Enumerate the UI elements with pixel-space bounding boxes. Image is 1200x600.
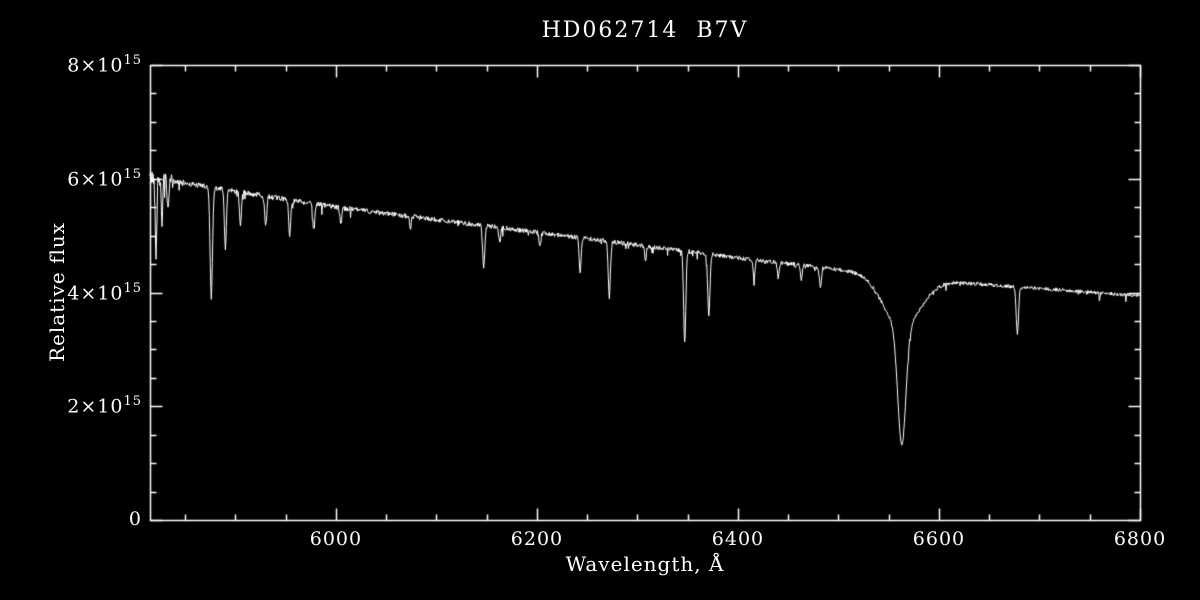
y-axis-tick-label: 8×1015 xyxy=(67,53,142,77)
x-axis-tick-label: 6400 xyxy=(711,528,765,550)
x-axis-tick-label: 6000 xyxy=(309,528,363,550)
y-axis-tick-label: 4×1015 xyxy=(67,280,142,304)
x-axis-label: Wavelength, Å xyxy=(565,552,725,576)
y-axis-tick-label: 0 xyxy=(128,508,142,530)
chart-title: HD062714 B7V xyxy=(541,18,749,43)
x-axis-tick-label: 6800 xyxy=(1113,528,1167,550)
x-axis-tick-label: 6200 xyxy=(510,528,564,550)
x-axis-tick-label: 6600 xyxy=(912,528,966,550)
y-axis-tick-label: 2×1015 xyxy=(67,394,142,418)
y-axis-tick-label: 6×1015 xyxy=(67,166,142,191)
